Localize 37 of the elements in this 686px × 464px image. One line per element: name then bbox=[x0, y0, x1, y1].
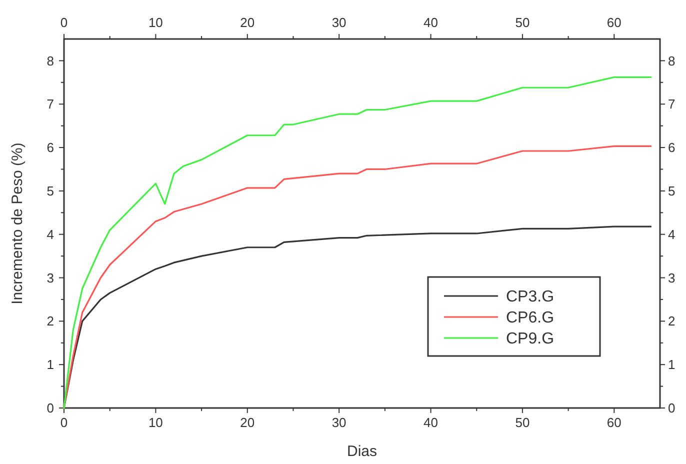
x2-tick-label: 10 bbox=[148, 15, 163, 30]
x-tick-label: 0 bbox=[60, 415, 68, 430]
legend-label: CP9.G bbox=[506, 330, 554, 348]
y2-tick-label: 3 bbox=[668, 270, 676, 286]
y-tick-label: 8 bbox=[46, 53, 54, 68]
x-tick-label: 50 bbox=[515, 415, 530, 430]
x-tick-label: 60 bbox=[606, 415, 622, 430]
x2-tick-label: 30 bbox=[332, 15, 346, 30]
y-tick-label: 4 bbox=[46, 226, 54, 242]
x-tick-label: 10 bbox=[148, 415, 163, 430]
y2-tick-label: 6 bbox=[668, 140, 676, 156]
x-tick-label: 40 bbox=[424, 415, 438, 430]
y2-tick-label: 7 bbox=[668, 96, 676, 112]
y-tick-label: 6 bbox=[46, 140, 54, 156]
y-tick-label: 5 bbox=[46, 183, 54, 198]
y2-tick-label: 1 bbox=[668, 357, 676, 372]
x2-tick-label: 60 bbox=[606, 15, 622, 30]
y2-tick-label: 4 bbox=[668, 226, 676, 242]
y-tick-label: 3 bbox=[46, 270, 54, 286]
y-tick-label: 0 bbox=[46, 400, 54, 416]
y2-tick-label: 2 bbox=[668, 314, 676, 329]
x-axis-title: Dias bbox=[346, 443, 378, 460]
x2-tick-label: 0 bbox=[60, 15, 68, 30]
y-tick-label: 2 bbox=[46, 314, 54, 329]
x-tick-label: 20 bbox=[240, 415, 255, 430]
legend-label: CP6.G bbox=[506, 310, 554, 327]
y2-tick-label: 0 bbox=[668, 400, 676, 416]
legend-label: CP3.G bbox=[506, 288, 554, 306]
x-tick-label: 30 bbox=[332, 415, 346, 430]
y-axis-title: Incremento de Peso (%) bbox=[9, 142, 26, 304]
x2-tick-label: 50 bbox=[515, 15, 530, 30]
y-tick-label: 7 bbox=[46, 96, 54, 112]
y2-tick-label: 5 bbox=[668, 183, 676, 198]
y-tick-label: 1 bbox=[46, 357, 54, 372]
y2-tick-label: 8 bbox=[668, 53, 676, 68]
x2-tick-label: 20 bbox=[240, 15, 255, 30]
x2-tick-label: 40 bbox=[424, 15, 438, 30]
